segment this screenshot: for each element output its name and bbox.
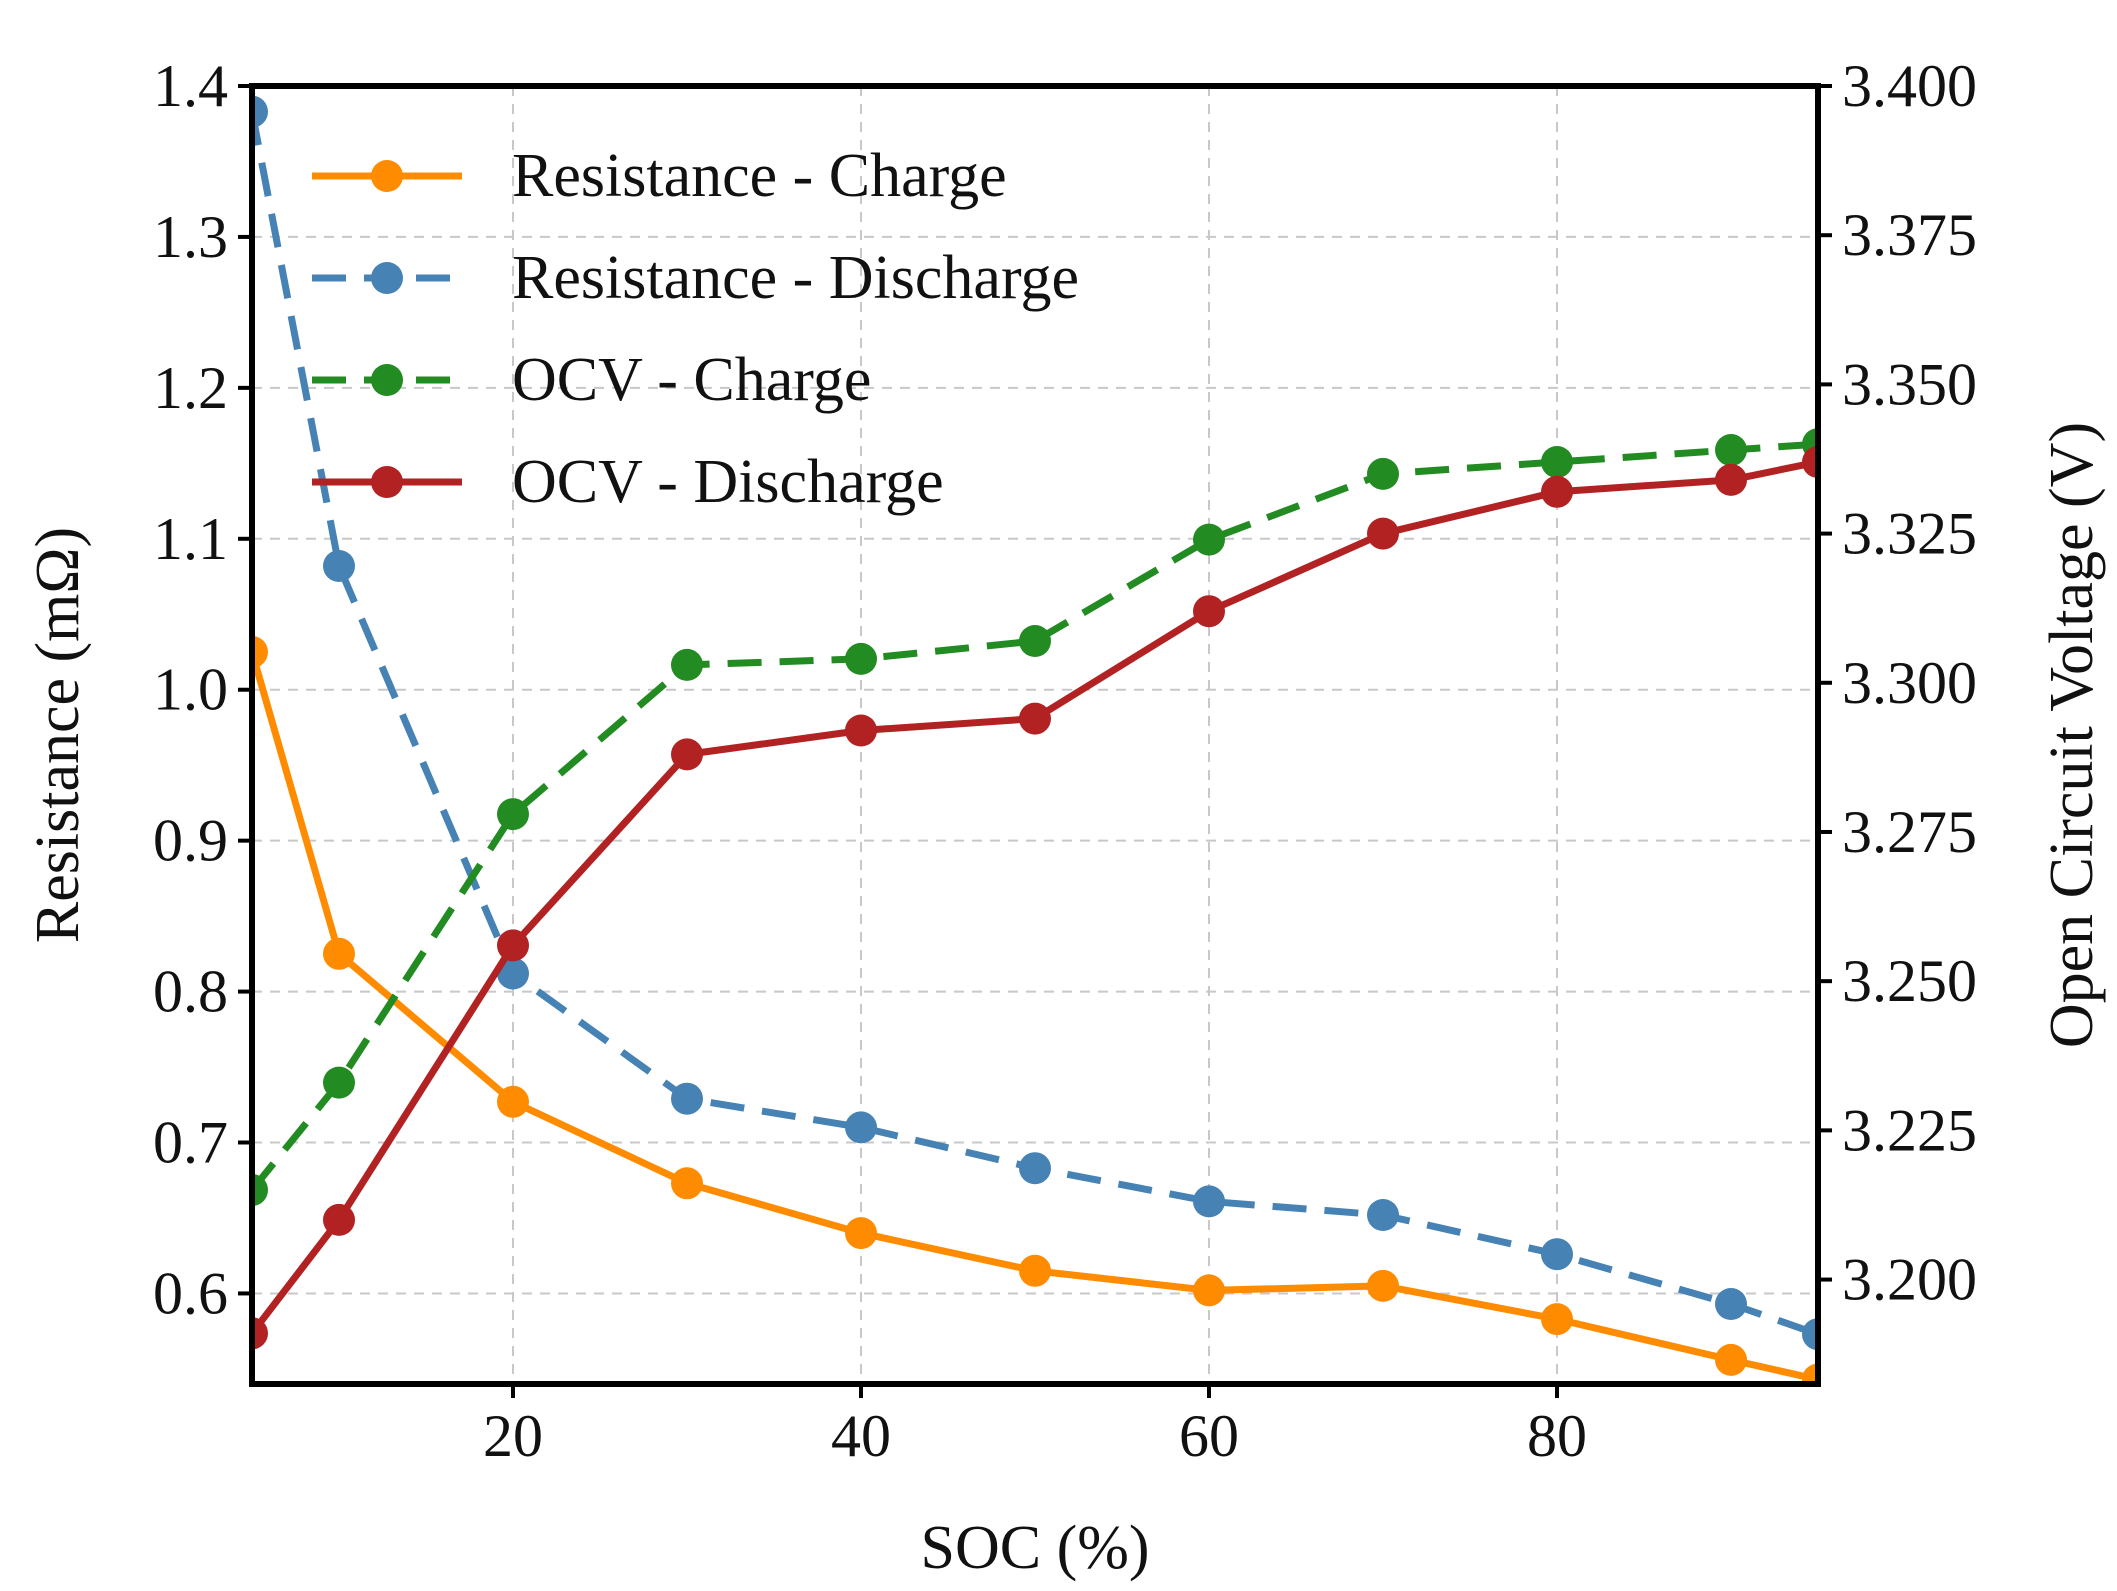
series-point-ocv-discharge — [1193, 595, 1225, 628]
series-point-ocv-charge — [671, 648, 703, 681]
series-point-resistance-discharge — [1541, 1238, 1573, 1271]
series-point-ocv-charge — [1193, 523, 1225, 556]
series-point-resistance-charge — [1541, 1303, 1573, 1336]
y-right-tick-label: 3.400 — [1842, 53, 1977, 119]
y-left-axis-title: Resistance (mΩ) — [24, 527, 92, 943]
series-point-ocv-discharge — [1802, 446, 1818, 478]
y-right-tick-label: 3.325 — [1842, 501, 1977, 567]
series-point-resistance-charge — [1802, 1363, 1818, 1384]
series-point-ocv-discharge — [497, 929, 529, 962]
series-point-ocv-discharge — [323, 1203, 355, 1236]
series-point-resistance-charge — [1193, 1274, 1225, 1307]
y-right-tick-label: 3.200 — [1842, 1247, 1977, 1313]
series-point-resistance-discharge — [1367, 1199, 1399, 1231]
y-right-tick-label: 3.250 — [1842, 948, 1977, 1014]
legend-label-resistance-charge: Resistance - Charge — [512, 142, 1007, 210]
y-right-tick-label: 3.300 — [1842, 650, 1977, 716]
x-tick-label: 40 — [831, 1403, 891, 1469]
series-point-resistance-discharge — [497, 957, 529, 990]
legend-marker-resistance-discharge — [371, 262, 403, 294]
y-right-axis-title: Open Circuit Voltage (V) — [2038, 422, 2106, 1048]
legend-marker-resistance-charge — [371, 160, 403, 192]
series-point-resistance-charge — [1019, 1254, 1051, 1287]
y-right-tick-label: 3.375 — [1842, 202, 1977, 268]
y-left-tick-label: 1.3 — [153, 204, 228, 270]
series-point-resistance-discharge — [1715, 1288, 1747, 1320]
series-point-resistance-charge — [1367, 1269, 1399, 1302]
series-point-resistance-discharge — [1802, 1318, 1818, 1351]
series-point-ocv-discharge — [1715, 463, 1747, 496]
series-point-ocv-charge — [1541, 446, 1573, 478]
ticks-layer: 20 40 60 80 0.6 0.7 0.8 0.9 1.0 1.1 1.2 1.3 1.4 3.200… — [153, 53, 1977, 1469]
y-right-tick-label: 3.275 — [1842, 799, 1977, 865]
series-point-ocv-charge — [252, 1174, 268, 1206]
series-point-ocv-charge — [1367, 457, 1399, 490]
series-point-resistance-charge — [671, 1167, 703, 1200]
y-right-tick-label: 3.225 — [1842, 1097, 1977, 1163]
series-point-ocv-discharge — [1367, 517, 1399, 550]
x-tick-label: 60 — [1179, 1403, 1239, 1469]
y-right-tick-label: 3.350 — [1842, 351, 1977, 417]
y-left-tick-label: 0.9 — [153, 808, 228, 874]
axes-frame — [249, 83, 1821, 1387]
series-point-ocv-charge — [845, 642, 877, 675]
series-layer — [252, 95, 1818, 1384]
legend-marker-ocv-discharge — [371, 466, 403, 498]
series-point-resistance-charge — [845, 1217, 877, 1250]
series-point-resistance-charge — [497, 1085, 529, 1118]
legend-marker-ocv-charge — [371, 364, 403, 396]
x-axis-title: SOC (%) — [920, 1514, 1149, 1582]
series-point-resistance-discharge — [1193, 1185, 1225, 1218]
y-left-tick-label: 1.2 — [153, 355, 228, 421]
y-left-tick-label: 1.1 — [153, 506, 228, 572]
legend-label-resistance-discharge: Resistance - Discharge — [512, 244, 1079, 312]
y-left-tick-label: 1.4 — [153, 53, 228, 119]
series-point-ocv-discharge — [671, 738, 703, 771]
series-point-resistance-discharge — [845, 1111, 877, 1144]
y-left-tick-label: 0.7 — [153, 1110, 228, 1176]
series-point-resistance-discharge — [671, 1082, 703, 1115]
series-point-ocv-discharge — [845, 714, 877, 747]
series-point-resistance-discharge — [252, 95, 268, 128]
legend-label-ocv-charge: OCV - Charge — [512, 346, 871, 414]
y-left-tick-label: 0.6 — [153, 1260, 228, 1326]
x-tick-label: 80 — [1527, 1403, 1587, 1469]
series-point-ocv-discharge — [1019, 702, 1051, 735]
series-point-ocv-charge — [1715, 434, 1747, 466]
series-point-ocv-discharge — [1541, 475, 1573, 508]
legend-label-ocv-discharge: OCV - Discharge — [512, 448, 944, 516]
series-point-resistance-discharge — [323, 550, 355, 582]
series-point-resistance-discharge — [1019, 1152, 1051, 1185]
series-point-resistance-charge — [252, 636, 268, 668]
series-point-resistance-charge — [1715, 1343, 1747, 1376]
series-point-resistance-charge — [323, 937, 355, 970]
legend: Resistance - Charge Resistance - Discharg… — [312, 142, 1079, 516]
y-left-tick-label: 0.8 — [153, 959, 228, 1025]
x-tick-label: 20 — [483, 1403, 543, 1469]
y-left-tick-label: 1.0 — [153, 657, 228, 723]
series-point-ocv-charge — [1019, 625, 1051, 657]
series-point-ocv-charge — [497, 798, 529, 831]
series-point-ocv-discharge — [252, 1317, 268, 1350]
series-point-ocv-charge — [323, 1066, 355, 1099]
